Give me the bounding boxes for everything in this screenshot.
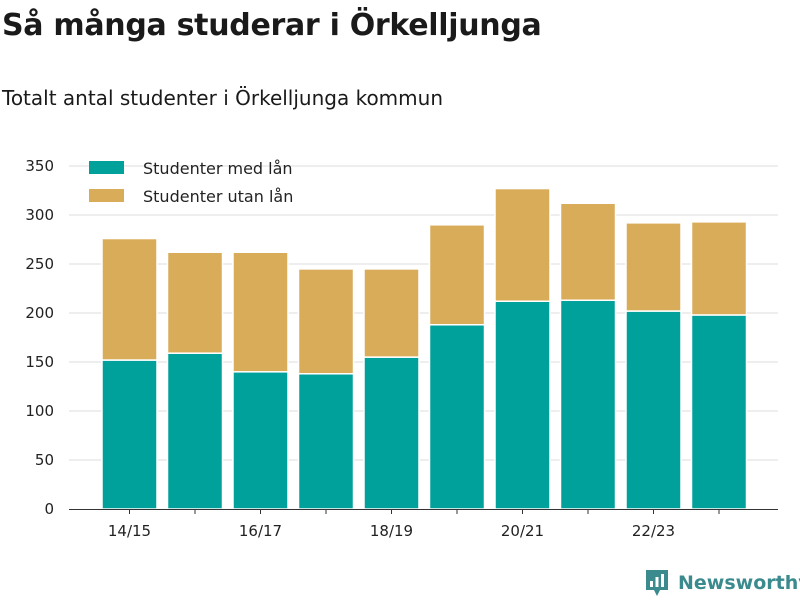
- bar-without-loan: [494, 187, 551, 302]
- y-tick-label: 50: [35, 451, 54, 469]
- bar-with-loan: [625, 310, 682, 510]
- axes: 0 50 100 150 200 250 300 350 14/15 16/17 18/19 20/2…: [25, 157, 778, 540]
- bar-without-loan: [690, 221, 748, 316]
- bar-without-loan: [625, 222, 682, 312]
- legend-label-with-loan: Studenter med lån: [143, 159, 293, 178]
- y-tick-label: 150: [25, 353, 54, 371]
- brand-logo: Newsworthy: [644, 568, 800, 598]
- legend: Studenter med lån Studenter utan lån: [89, 159, 293, 206]
- bars: [101, 187, 748, 510]
- bar-without-loan: [232, 251, 289, 373]
- bar-with-loan: [690, 314, 748, 510]
- bar-with-loan: [363, 356, 420, 510]
- bar-without-loan: [428, 224, 486, 326]
- y-tick-label: 300: [25, 206, 54, 224]
- chart-title: Så många studerar i Örkelljunga: [2, 8, 542, 43]
- stacked-bar-chart: 0 50 100 150 200 250 300 350 14/15 16/17 18/19 20/2…: [25, 157, 778, 540]
- y-tick-label: 200: [25, 304, 54, 322]
- legend-swatch-with-loan: [89, 161, 124, 174]
- bar-with-loan: [101, 359, 158, 510]
- y-tick-label: 0: [44, 500, 54, 518]
- x-tick-label: 14/15: [108, 522, 151, 540]
- bar-without-loan: [166, 251, 224, 354]
- x-tick-label: 16/17: [239, 522, 282, 540]
- bar-without-loan: [101, 237, 158, 361]
- y-tick-label: 100: [25, 402, 54, 420]
- y-tick-label: 250: [25, 255, 54, 273]
- newsworthy-logo-icon: [646, 570, 668, 596]
- y-tick-label: 350: [25, 157, 54, 175]
- x-tick-label: 22/23: [632, 522, 675, 540]
- bar-with-loan: [559, 299, 617, 510]
- bar-with-loan: [166, 352, 224, 510]
- bar-without-loan: [297, 268, 355, 375]
- bar-without-loan: [363, 268, 420, 358]
- legend-swatch-without-loan: [89, 189, 124, 202]
- bar-with-loan: [494, 300, 551, 510]
- bar-without-loan: [559, 202, 617, 302]
- chart-subtitle: Totalt antal studenter i Örkelljunga kom…: [2, 86, 443, 110]
- bar-with-loan: [297, 373, 355, 510]
- brand-name: Newsworthy: [678, 572, 800, 594]
- legend-label-without-loan: Studenter utan lån: [143, 187, 293, 206]
- x-tick-label: 18/19: [370, 522, 413, 540]
- bar-with-loan: [232, 371, 289, 510]
- x-tick-label: 20/21: [501, 522, 544, 540]
- bar-with-loan: [428, 324, 486, 510]
